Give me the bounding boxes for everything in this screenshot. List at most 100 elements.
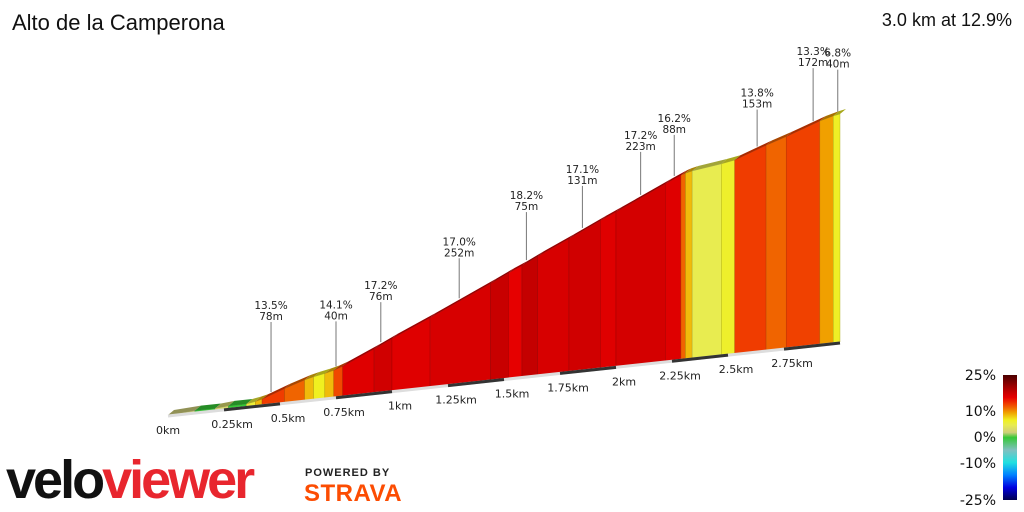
legend-label: 10% [965, 404, 996, 420]
annotation-gradient: 13.3% [796, 46, 829, 58]
x-tick-label: 1km [388, 400, 412, 413]
gradient-segment [324, 370, 334, 399]
x-tick-label: 0.5km [271, 412, 306, 425]
annotation-length: 88m [662, 124, 686, 136]
profile-ridge [374, 333, 398, 350]
gradient-segment [508, 265, 523, 379]
profile-ridge [680, 168, 692, 176]
strava-logo: STRAVA [304, 480, 403, 507]
profile-ridge [819, 110, 840, 122]
annotation-gradient: 17.2% [624, 130, 657, 142]
gradient-segment [685, 170, 693, 360]
gradient-segment [765, 136, 787, 351]
annotation-length: 76m [369, 291, 393, 303]
gradient-segment [304, 376, 314, 401]
annotation-length: 78m [259, 311, 283, 323]
profile-ridge [692, 158, 728, 171]
axis-band [671, 353, 729, 363]
profile-ridge [262, 383, 291, 400]
axis-band [223, 402, 281, 412]
profile-ridge [490, 267, 515, 284]
annotation-gradient: 17.1% [566, 164, 599, 176]
x-tick-label: 2.25km [659, 369, 701, 382]
gradient-segment [313, 373, 325, 400]
gradient-segment [568, 220, 601, 372]
axis-band [783, 341, 841, 351]
profile-ridge [255, 394, 269, 402]
gradient-segment [721, 159, 735, 356]
profile-ridge [766, 131, 793, 146]
profile-ridge [342, 344, 381, 367]
profile-ridge [521, 251, 544, 266]
profile-ridge [734, 140, 773, 161]
profile-ridge [568, 215, 607, 239]
gradient-segment [691, 163, 722, 359]
gradient-segment [429, 283, 491, 387]
axis-band [335, 390, 393, 400]
gradient-legend: 25% 10% 0% -10% -25% [960, 368, 1017, 509]
climb-summary: 3.0 km at 12.9% [881, 10, 1012, 30]
annotation-gradient: 13.5% [254, 300, 287, 312]
x-tick-label: 0.75km [323, 406, 365, 419]
annotation-length: 153m [742, 99, 772, 111]
profile-ridge [685, 165, 699, 174]
gradient-segment [833, 113, 841, 343]
annotation-length: 40m [826, 59, 850, 71]
gradient-segment [615, 183, 666, 367]
gradient-segment [665, 174, 682, 362]
gradient-segment [819, 115, 834, 345]
x-tick-label: 2km [612, 375, 636, 388]
annotation-gradient: 6.8% [824, 48, 851, 60]
profile-ridge [215, 400, 235, 409]
profile-ridge [537, 233, 575, 257]
gradient-segment [521, 256, 538, 377]
legend-colorbar [1003, 375, 1017, 500]
logo-viewer: viewer [102, 450, 255, 510]
profile-ridge [665, 170, 687, 184]
x-tick-label: 2.5km [719, 363, 754, 376]
gradient-segment [786, 120, 821, 349]
gradient-segment [333, 365, 343, 398]
legend-label: -10% [960, 456, 996, 472]
climb-title: Alto de la Camperona [12, 10, 225, 35]
x-tick-label: 1.5km [495, 388, 530, 401]
x-tick-label: 0.25km [211, 418, 253, 431]
annotation-gradient: 14.1% [319, 299, 352, 311]
profile-ridge [721, 155, 741, 164]
legend-label: -25% [960, 493, 996, 509]
profile-ridge [833, 109, 846, 116]
profile-ridge [392, 312, 437, 339]
annotation-gradient: 17.2% [364, 280, 397, 292]
profile-ridge [430, 278, 497, 318]
profile-ridge [508, 260, 528, 273]
gradient-segment [680, 172, 686, 360]
annotation-length: 252m [444, 247, 474, 259]
profile-ridge [333, 361, 349, 371]
x-tick-label: 1.75km [547, 381, 589, 394]
profile-ridge [284, 374, 311, 389]
profile-ridge [228, 398, 253, 406]
x-tick-label: 0km [156, 424, 180, 437]
legend-label: 25% [965, 368, 996, 384]
profile-ridge [304, 371, 320, 380]
annotation-gradient: 18.2% [510, 190, 543, 202]
annotation-length: 172m [798, 57, 828, 69]
profile-ridge [194, 403, 222, 411]
x-tick-label: 2.75km [771, 357, 813, 370]
profile-ridge [246, 396, 262, 404]
annotation-length: 223m [625, 141, 655, 153]
gradient-segment [537, 238, 570, 376]
logo-velo: velo [6, 450, 105, 510]
profile-ridge [168, 405, 201, 415]
profile-ridge [324, 365, 340, 374]
annotation-gradient: 17.0% [443, 236, 476, 248]
gradient-segment [490, 272, 509, 381]
axis-band [447, 378, 505, 388]
veloviewer-logo: veloviewer [6, 450, 255, 510]
profile-ridge [600, 206, 622, 221]
profile-ridge [616, 178, 672, 212]
axis-band [559, 365, 617, 375]
gradient-segment [600, 211, 617, 369]
annotation-length: 131m [567, 175, 597, 187]
